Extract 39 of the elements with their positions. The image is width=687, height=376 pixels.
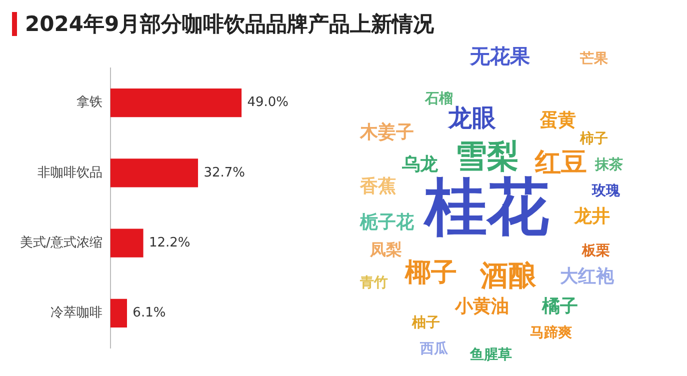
text: 龙眼 bbox=[448, 104, 496, 132]
text: 木姜子 bbox=[360, 122, 414, 143]
y-tick-label: 非咖啡饮品 bbox=[37, 165, 102, 180]
text: 西瓜 bbox=[420, 341, 448, 357]
text: 大红袍 bbox=[560, 266, 614, 287]
data-label: 6.1% bbox=[132, 306, 166, 321]
text: 无花果 bbox=[470, 44, 530, 68]
text: 乌龙 bbox=[402, 154, 438, 175]
text: 香蕉 bbox=[360, 176, 396, 197]
text: 龙井 bbox=[574, 206, 610, 227]
text: 板栗 bbox=[582, 243, 610, 259]
text: 栀子花 bbox=[360, 212, 414, 233]
data-label: 49.0% bbox=[247, 95, 289, 110]
text: 椰子 bbox=[405, 258, 457, 288]
text: 酒酿 bbox=[480, 259, 536, 292]
text: 马蹄爽 bbox=[530, 325, 572, 341]
bar bbox=[110, 158, 198, 188]
text: 鱼腥草 bbox=[470, 347, 512, 363]
text: 青竹 bbox=[360, 275, 388, 291]
y-tick-label: 美式/意式浓缩 bbox=[20, 234, 102, 250]
text: 蛋黄 bbox=[540, 110, 576, 131]
chart-title: 2024年9月部分咖啡饮品品牌产品上新情况 bbox=[25, 11, 434, 38]
text: 柿子 bbox=[580, 131, 608, 147]
text: 凤梨 bbox=[370, 240, 402, 259]
text: 芒果 bbox=[580, 51, 608, 67]
text: 柚子 bbox=[412, 315, 440, 331]
text: 石榴 bbox=[425, 91, 453, 107]
data-label: 12.2% bbox=[148, 235, 190, 250]
data-label: 32.7% bbox=[204, 165, 246, 180]
text: 玫瑰 bbox=[592, 183, 620, 199]
y-tick-label: 拿铁 bbox=[76, 95, 102, 110]
bar bbox=[110, 88, 242, 118]
text: 抹茶 bbox=[595, 157, 623, 173]
bar bbox=[110, 298, 127, 328]
bar bbox=[110, 228, 144, 258]
text: 橘子 bbox=[542, 296, 578, 317]
y-tick-label: 冷萃咖啡 bbox=[50, 306, 102, 321]
text: 雪梨 bbox=[455, 137, 519, 175]
text: 小黄油 bbox=[455, 296, 509, 317]
